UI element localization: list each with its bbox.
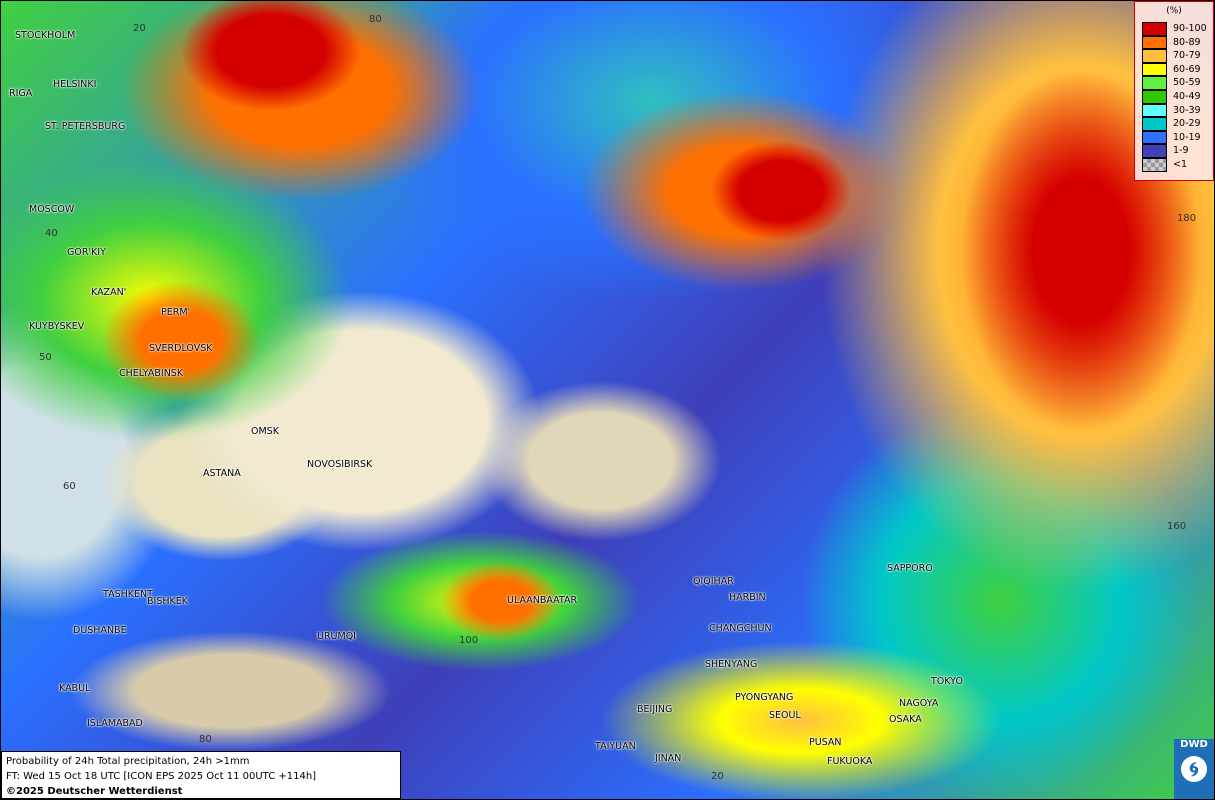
city-label: SEOUL	[769, 710, 801, 721]
city-label: BISHKEK	[147, 596, 188, 607]
legend-label: 10-19	[1173, 131, 1201, 143]
legend-swatch	[1142, 103, 1167, 118]
city-label: HELSINKI	[53, 79, 97, 90]
swirl-icon: 🌀︎	[1181, 756, 1207, 782]
grid-label: 40	[45, 228, 58, 239]
legend-label: 50-59	[1173, 77, 1201, 89]
city-label: KUYBYSKEV	[29, 321, 85, 332]
grid-label: 100	[459, 635, 479, 646]
legend-label: 80-89	[1173, 36, 1201, 48]
legend-swatch	[1142, 49, 1167, 63]
city-label: OSAKA	[889, 714, 922, 725]
legend-swatch	[1142, 144, 1167, 158]
grid-label: 50	[39, 352, 52, 363]
legend-item: 90-100	[1142, 22, 1212, 36]
city-label: BEIJING	[637, 704, 673, 715]
legend-swatch	[1142, 22, 1167, 36]
legend-item: 40-49	[1142, 90, 1212, 104]
legend-item: 70-79	[1142, 49, 1212, 63]
legend-label: 60-69	[1173, 63, 1201, 75]
legend-label: 1-9	[1173, 145, 1189, 157]
grid-label: 160	[1167, 521, 1187, 532]
legend-swatch	[1142, 90, 1167, 104]
legend-swatch	[1142, 76, 1167, 90]
city-label: HARBIN	[729, 592, 766, 603]
city-label: NAGOYA	[899, 698, 939, 709]
city-label: ISLAMABAD	[87, 718, 143, 729]
city-label: TOKYO	[931, 676, 963, 687]
copyright: ©2025 Deutscher Wetterdienst	[6, 786, 183, 797]
legend-item: 50-59	[1142, 76, 1212, 90]
legend-item: 10-19	[1142, 130, 1212, 145]
city-label: DUSHANBE	[73, 625, 127, 636]
city-label: ASTANA	[203, 468, 241, 479]
city-label: GOR'KIY	[67, 247, 106, 258]
legend-label: 20-29	[1173, 118, 1201, 130]
legend-unit: (%)	[1166, 6, 1182, 16]
city-label: CHANGCHUN	[709, 623, 772, 634]
legend-label: 40-49	[1173, 91, 1201, 102]
legend-item: 30-39	[1142, 103, 1212, 118]
grid-label: 60	[63, 481, 76, 492]
city-label: ULAANBAATAR	[507, 595, 578, 606]
city-label: OMSK	[251, 426, 279, 437]
legend-item: 60-69	[1142, 62, 1212, 77]
legend-swatch	[1142, 158, 1167, 172]
city-label: FUKUOKA	[827, 756, 873, 767]
city-label: SHENYANG	[705, 659, 758, 670]
map-title: Probability of 24h Total precipitation, …	[6, 756, 250, 767]
forecast-time: FT: Wed 15 Oct 18 UTC [ICON EPS 2025 Oct…	[6, 771, 317, 782]
grid-label: 80	[199, 734, 212, 745]
legend-item: 1-9	[1142, 144, 1212, 158]
grid-label: 180	[1177, 213, 1197, 224]
city-label: URUMQI	[317, 631, 356, 642]
city-label: MOSCOW	[29, 204, 75, 215]
legend-label: 90-100	[1173, 23, 1207, 34]
city-label: PYONGYANG	[735, 692, 794, 703]
legend-label: 70-79	[1173, 50, 1201, 62]
grid-label: 80	[369, 14, 382, 25]
city-label: CHELYABINSK	[119, 368, 184, 379]
grid-label: 20	[711, 771, 724, 782]
city-label: KAZAN'	[91, 287, 127, 298]
city-label: TAIYUAN	[595, 741, 636, 752]
city-label: RIGA	[9, 88, 33, 99]
city-label: PUSAN	[809, 737, 842, 748]
legend-label: 30-39	[1173, 104, 1201, 116]
city-label: ST. PETERSBURG	[45, 121, 126, 132]
legend-swatch	[1142, 130, 1167, 145]
city-label: PERM'	[161, 307, 191, 318]
legend-swatch	[1142, 62, 1167, 77]
dwd-logo: DWD 🌀︎	[1174, 739, 1214, 799]
legend-swatch	[1142, 117, 1167, 131]
city-label: SAPPORO	[887, 563, 933, 574]
legend-item: <1	[1142, 158, 1212, 172]
legend-item: 80-89	[1142, 35, 1212, 50]
dwd-logo-text: DWD	[1180, 739, 1208, 750]
city-label: KABUL	[59, 683, 91, 694]
legend: (%) 90-100 80-89 70-79 60-69 50-59 40-49 30-39…	[1134, 1, 1214, 181]
city-label: STOCKHOLM	[15, 30, 76, 41]
city-label: NOVOSIBIRSK	[307, 459, 373, 470]
legend-item: 20-29	[1142, 117, 1212, 131]
city-label: QIQIHAR	[693, 576, 734, 587]
city-label: JINAN	[655, 753, 682, 764]
grid-label: 20	[133, 23, 146, 34]
city-label: TASHKENT	[103, 589, 153, 600]
legend-swatch	[1142, 35, 1167, 50]
legend-label: <1	[1173, 159, 1188, 170]
info-box: Probability of 24h Total precipitation, …	[1, 751, 401, 799]
city-label: SVERDLOVSK	[149, 343, 213, 354]
